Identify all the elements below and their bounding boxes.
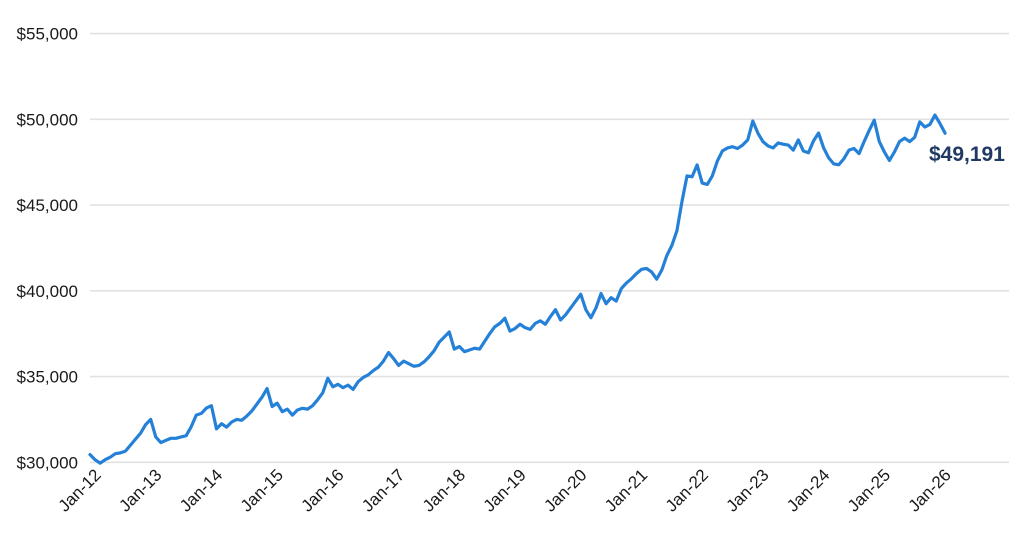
latest-value-label: $49,191 (929, 143, 1005, 166)
gridlines (90, 32, 1009, 464)
x-axis-tick-label: Jan-17 (358, 465, 408, 515)
y-axis: $55,000 $50,000 $45,000 $40,000 $35,000 $30,0… (17, 25, 78, 473)
x-axis-tick-label: Jan-19 (480, 465, 530, 515)
x-axis-tick-label: Jan-15 (237, 465, 287, 515)
y-axis-tick-label: $55,000 (17, 25, 78, 44)
x-axis-tick-label: Jan-13 (115, 465, 165, 515)
x-axis-tick-label: Jan-21 (601, 465, 651, 515)
y-axis-tick-label: $50,000 (17, 110, 78, 129)
x-axis-tick-label: Jan-18 (419, 465, 469, 515)
y-axis-tick-label: $40,000 (17, 282, 78, 301)
x-axis-tick-label: Jan-24 (783, 465, 833, 515)
y-axis-tick-label: $45,000 (17, 196, 78, 215)
x-axis-tick-label: Jan-23 (722, 465, 772, 515)
x-axis-tick-label: Jan-14 (176, 465, 226, 515)
series-line (88, 113, 947, 465)
x-axis-tick-label: Jan-20 (540, 465, 590, 515)
x-axis-tick-label: Jan-16 (297, 465, 347, 515)
x-axis: Jan-12 Jan-13 Jan-14 Jan-15 Jan-16 Jan-17 Jan-… (55, 465, 955, 515)
y-axis-tick-label: $30,000 (17, 453, 78, 472)
x-axis-tick-label: Jan-22 (662, 465, 712, 515)
x-axis-tick-label: Jan-26 (905, 465, 955, 515)
x-axis-tick-label: Jan-25 (844, 465, 894, 515)
y-axis-tick-label: $35,000 (17, 368, 78, 387)
x-axis-tick-label: Jan-12 (55, 465, 105, 515)
